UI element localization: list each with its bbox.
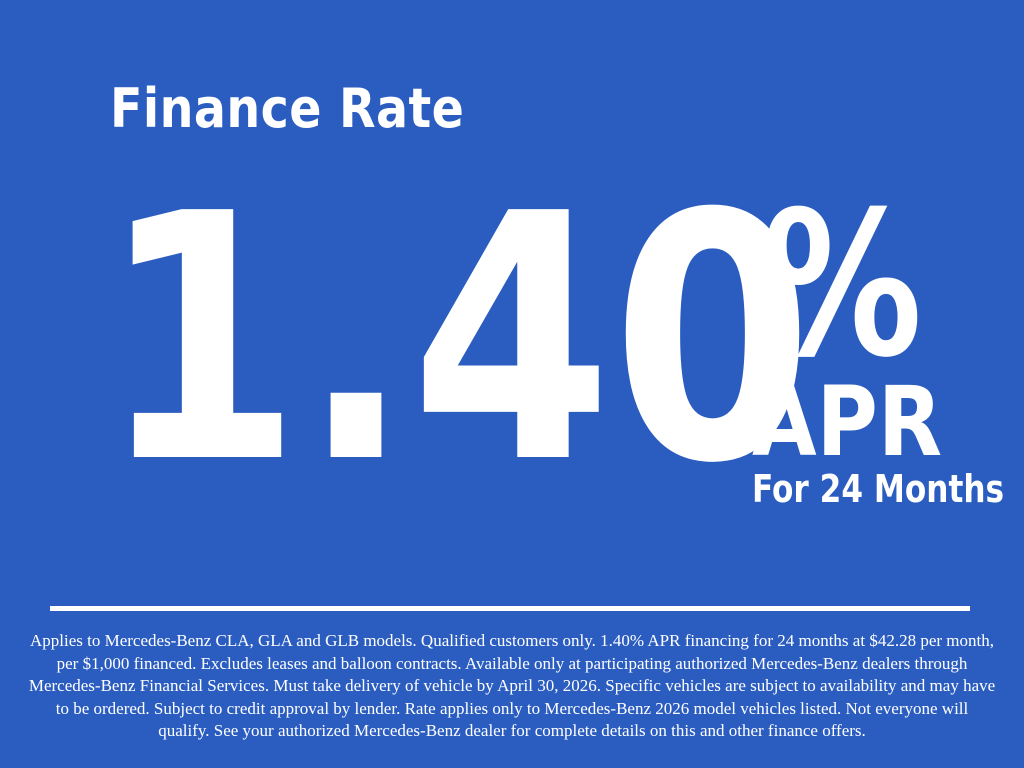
- disclaimer-line: Mercedes-Benz Financial Services. Must t…: [28, 676, 996, 695]
- disclaimer-line: per $1,000 financed. Excludes leases and…: [56, 653, 968, 673]
- offer-title: Finance Rate: [110, 77, 465, 140]
- divider-rule: [50, 606, 970, 611]
- term-label: For 24 Months: [752, 467, 1005, 511]
- percent-symbol: %: [762, 169, 923, 402]
- disclaimer-text: Applies to Mercedes-Benz CLA, GLA and GL…: [0, 630, 1024, 743]
- disclaimer-line: qualify. See your authorized Mercedes-Be…: [158, 721, 866, 740]
- disclaimer-line: to be ordered. Subject to credit approva…: [55, 698, 969, 718]
- rate-value: 1.40: [100, 142, 814, 538]
- apr-label: APR: [752, 366, 943, 478]
- disclaimer-line: Applies to Mercedes-Benz CLA, GLA and GL…: [30, 631, 994, 650]
